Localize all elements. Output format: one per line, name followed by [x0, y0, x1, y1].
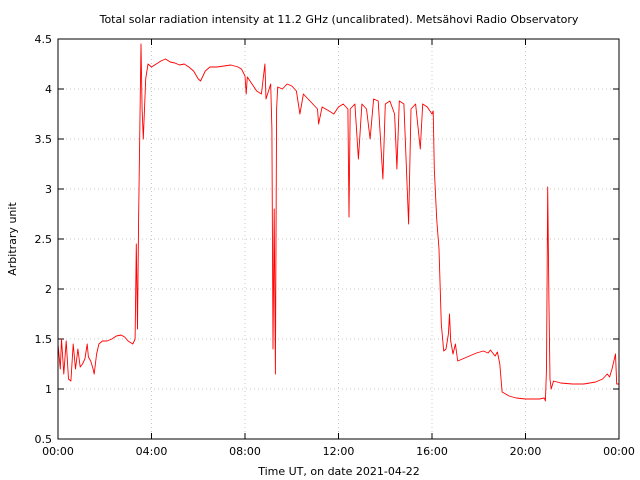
grid-lines — [58, 39, 619, 439]
series-line — [57, 43, 619, 402]
y-axis-label: Arbitrary unit — [6, 202, 19, 276]
x-tick-label: 00:00 — [603, 445, 635, 458]
x-tick-label: 08:00 — [229, 445, 261, 458]
y-tick-label: 3 — [45, 183, 52, 196]
y-tick-label: 2.5 — [35, 233, 53, 246]
y-axis: 0.5 1 1.5 2 2.5 3 3.5 4 4.5 — [35, 33, 619, 446]
y-tick-label: 2 — [45, 283, 52, 296]
y-tick-label: 0.5 — [35, 433, 53, 446]
x-tick-label: 04:00 — [136, 445, 168, 458]
x-tick-label: 00:00 — [42, 445, 74, 458]
y-tick-label: 3.5 — [35, 133, 53, 146]
chart-title: Total solar radiation intensity at 11.2 … — [99, 13, 579, 26]
y-tick-label: 1.5 — [35, 333, 53, 346]
y-tick-label: 1 — [45, 383, 52, 396]
plot-area — [57, 43, 619, 402]
x-axis: 00:00 04:00 08:00 12:00 16:00 20:00 00:00 — [42, 39, 635, 458]
plot-frame — [57, 38, 620, 440]
y-tick-label: 4.5 — [35, 33, 53, 46]
x-tick-label: 12:00 — [323, 445, 355, 458]
x-axis-label: Time UT, on date 2021-04-22 — [257, 465, 420, 478]
y-tick-label: 4 — [45, 83, 52, 96]
x-tick-label: 16:00 — [416, 445, 448, 458]
x-tick-label: 20:00 — [510, 445, 542, 458]
